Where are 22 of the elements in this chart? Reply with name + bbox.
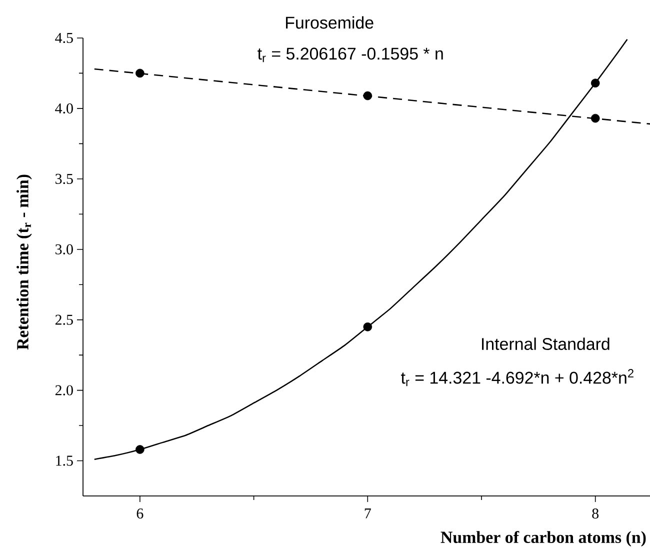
x-tick-label: 8 [592,508,599,519]
y-tick-label: 4.0 [55,103,73,114]
point [363,322,372,332]
y-tick-label: 2.0 [55,385,73,396]
point [590,114,600,123]
y-axis-title: Retention time (t$_{r}$ - min) [16,174,32,350]
point [590,78,600,88]
y-tick-label: 3.5 [56,174,73,184]
point [363,91,372,100]
annotation: t$_{r}$ = 5.206167 -0.1595 * n [258,48,443,62]
point [136,68,144,78]
point [136,445,144,454]
y-tick-label: 1.5 [56,456,73,466]
y-tick-label: 4.5 [55,32,73,44]
annotation: t$_{r}$ = 14.321 -4.692*n + 0.428*n$^{2}$ [401,369,634,386]
x-tick-label: 6 [136,508,144,519]
annotation: Internal Standard [482,338,610,350]
x-axis-title: Number of carbon atoms (n) [440,530,646,546]
text: Furosemide [286,16,374,29]
y-tick-label: 3.0 [56,244,73,254]
x-tick-label: 7 [364,508,371,518]
y-tick-label: 2.5 [55,314,73,325]
